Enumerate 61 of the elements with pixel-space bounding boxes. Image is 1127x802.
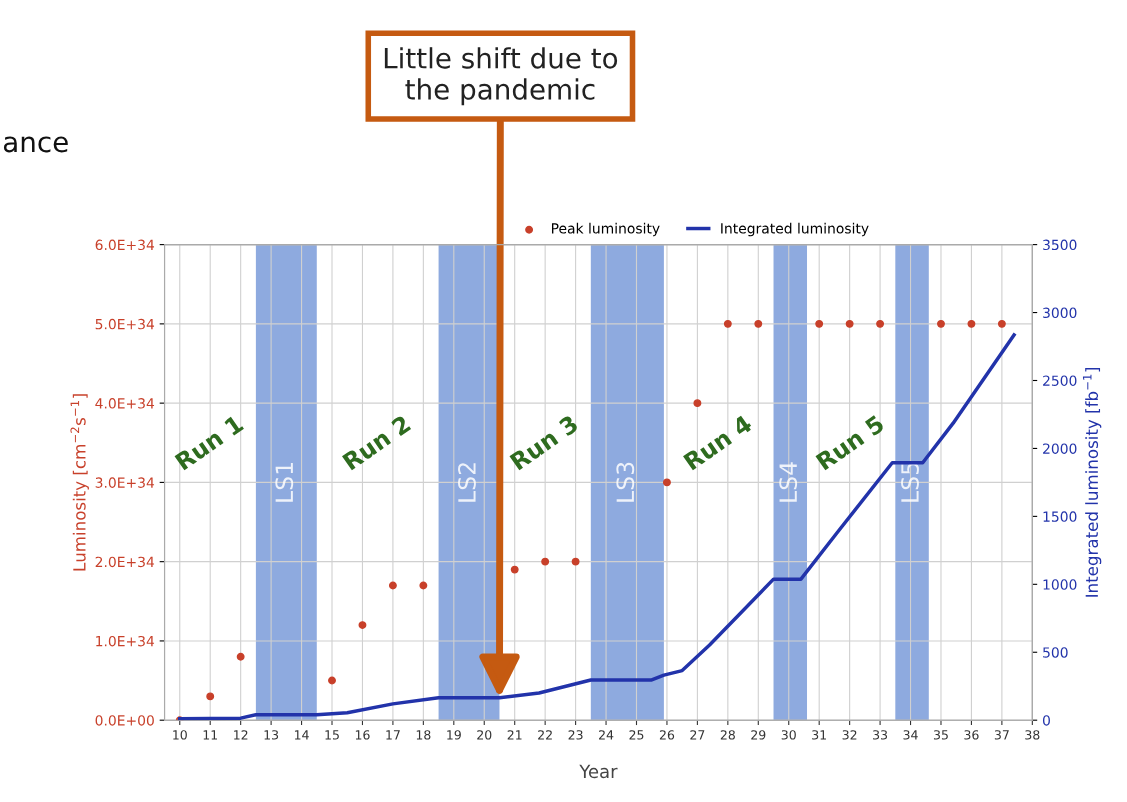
x-tick-label: 15 bbox=[325, 730, 339, 740]
band-label: LS1 bbox=[275, 463, 294, 502]
x-tick-label: 27 bbox=[690, 730, 705, 740]
y2-tick-label: 500 bbox=[1043, 647, 1068, 658]
x-tick-label: 17 bbox=[386, 730, 400, 740]
y-tick-label: 4.0E+34 bbox=[95, 398, 155, 409]
x-tick-label: 25 bbox=[629, 730, 644, 740]
x-tick-label: 32 bbox=[842, 730, 857, 740]
y2-tick-label: 2500 bbox=[1043, 375, 1077, 386]
annotation: Little shift due to the pandemic bbox=[384, 47, 618, 106]
x-tick-label: 31 bbox=[812, 730, 826, 740]
x-tick-label: 23 bbox=[568, 730, 583, 740]
y2-tick-label: 1500 bbox=[1043, 511, 1077, 522]
band-label: LS4 bbox=[779, 462, 798, 502]
x-tick-label: 24 bbox=[599, 730, 614, 740]
y2-tick-label: 3000 bbox=[1043, 307, 1077, 319]
x-tick-label: 36 bbox=[964, 730, 979, 740]
legend-label: Integrated luminosity bbox=[721, 222, 869, 237]
y-tick-label: 0.0E+00 bbox=[95, 715, 154, 726]
x-tick-label: 11 bbox=[203, 730, 218, 740]
y-tick-label: 6.0E+34 bbox=[95, 239, 155, 251]
x-tick-label: 28 bbox=[720, 730, 735, 740]
x-tick-label: 16 bbox=[355, 730, 370, 740]
y-tick-label: 3.0E+34 bbox=[95, 477, 155, 488]
y2-tick-label: 1000 bbox=[1043, 579, 1077, 590]
x-tick-label: 20 bbox=[477, 730, 492, 740]
x-tick-label: 33 bbox=[873, 730, 888, 740]
annotation: Run 2 bbox=[341, 414, 412, 471]
x-tick-label: 22 bbox=[538, 730, 552, 740]
legend-label: Peak luminosity bbox=[551, 222, 660, 237]
x-tick-label: 26 bbox=[659, 730, 675, 740]
x-tick-label: 34 bbox=[903, 730, 918, 740]
band-label: LS5 bbox=[901, 462, 919, 502]
x-tick-label: 12 bbox=[234, 730, 248, 740]
x-tick-label: 37 bbox=[994, 730, 1009, 740]
y2-tick-label: 0 bbox=[1042, 715, 1050, 726]
x-tick-label: 29 bbox=[751, 730, 766, 740]
y-axis-title: Luminosity [cm$^{−2}$s$^{−1}$] bbox=[70, 394, 89, 571]
band-label: LS2 bbox=[458, 463, 476, 502]
x-tick-label: 19 bbox=[447, 730, 461, 740]
y-tick-label: 1.0E+34 bbox=[96, 635, 155, 647]
y2-axis-title: Integrated luminosity [fb$^{−1}$] bbox=[1082, 368, 1102, 597]
annotation: Run 5 bbox=[815, 414, 886, 471]
y-tick-label: 2.0E+34 bbox=[95, 556, 155, 568]
x-tick-label: 10 bbox=[173, 730, 187, 740]
x-tick-label: 18 bbox=[416, 730, 431, 740]
x-tick-label: 21 bbox=[507, 730, 522, 740]
x-tick-label: 35 bbox=[933, 730, 948, 740]
x-tick-label: 14 bbox=[294, 730, 309, 740]
x-tick-label: 13 bbox=[264, 730, 279, 740]
x-tick-label: 30 bbox=[781, 730, 796, 740]
x-tick-label: 38 bbox=[1025, 730, 1040, 740]
annotation: Run 3 bbox=[509, 414, 579, 471]
text: ance bbox=[3, 136, 68, 153]
y2-tick-label: 2000 bbox=[1043, 443, 1077, 454]
y2-tick-label: 3500 bbox=[1043, 239, 1077, 251]
x-axis-title: Year bbox=[579, 764, 618, 779]
annotation: Run 4 bbox=[683, 414, 754, 471]
y-tick-label: 5.0E+34 bbox=[95, 318, 155, 330]
band-label: LS3 bbox=[616, 462, 635, 502]
annotation: Run 1 bbox=[174, 414, 245, 471]
